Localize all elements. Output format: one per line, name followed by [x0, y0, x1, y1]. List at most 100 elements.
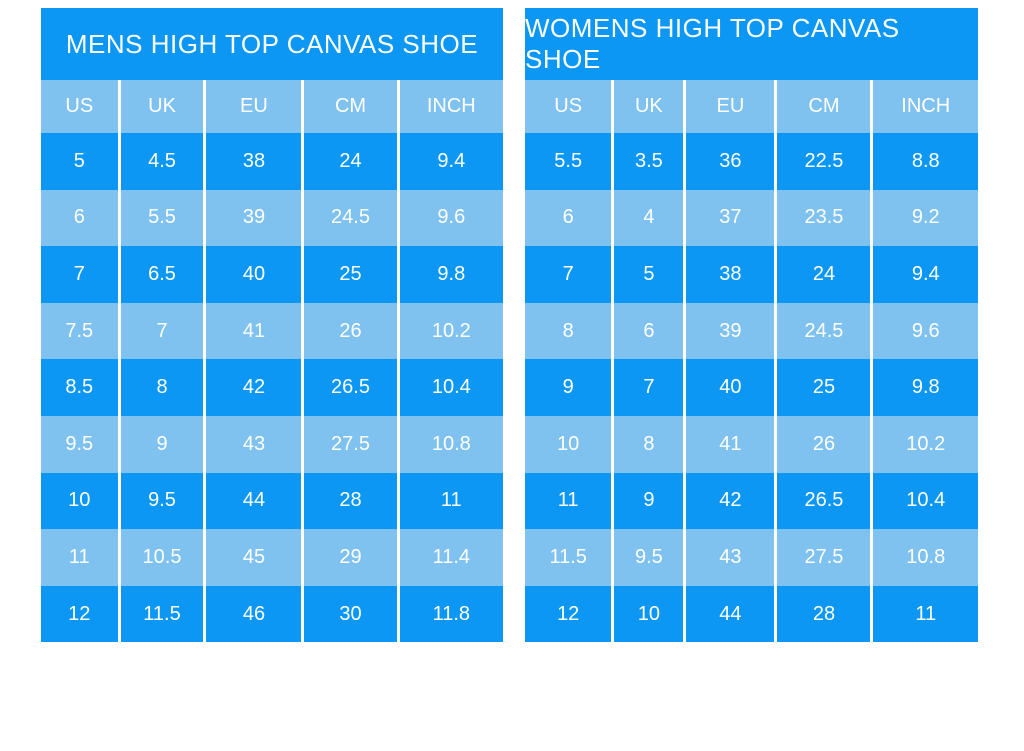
- size-cell: 6: [525, 189, 613, 247]
- size-cell: 39: [683, 302, 776, 360]
- size-cell: 11: [396, 472, 503, 530]
- table-row: 5.5 3.5 36 22.5 8.8: [525, 133, 978, 190]
- size-cell: 40: [683, 359, 776, 416]
- size-cell: 26: [301, 302, 399, 360]
- size-cell: 25: [774, 359, 872, 416]
- size-cell: 5.5: [525, 133, 613, 190]
- mens-size-grid: US UK EU CM INCH 5 4.5 38 24 9.4 6 5.5 39 24.5 9.6 7 6.…: [41, 80, 503, 643]
- column-header-us: US: [41, 80, 120, 133]
- column-header-inch: INCH: [870, 80, 978, 133]
- size-cell: 11: [41, 529, 120, 586]
- size-cell: 22.5: [774, 133, 872, 190]
- size-cell: 44: [203, 472, 303, 530]
- table-row: 12 11.5 46 30 11.8: [41, 585, 503, 643]
- column-header-uk: UK: [117, 80, 205, 133]
- size-cell: 29: [301, 529, 399, 586]
- size-cell: 9.2: [870, 189, 978, 247]
- size-cell: 6: [611, 302, 685, 360]
- size-cell: 25: [301, 246, 399, 303]
- column-header-eu: EU: [683, 80, 776, 133]
- size-cell: 10.5: [117, 529, 205, 586]
- mens-size-table: MENS HIGH TOP CANVAS SHOE US UK EU CM INCH 5…: [41, 8, 503, 643]
- size-cell: 38: [683, 246, 776, 303]
- size-cell: 10.2: [396, 302, 503, 360]
- size-cell: 4: [611, 189, 685, 247]
- table-row: 10 9.5 44 28 11: [41, 472, 503, 530]
- size-cell: 44: [683, 585, 776, 643]
- size-cell: 9: [611, 472, 685, 530]
- size-cell: 8: [117, 359, 205, 416]
- size-cell: 9.6: [396, 189, 503, 247]
- size-cell: 26.5: [301, 359, 399, 416]
- size-cell: 9.5: [41, 415, 120, 473]
- size-cell: 7: [117, 302, 205, 360]
- size-cell: 37: [683, 189, 776, 247]
- size-cell: 39: [203, 189, 303, 247]
- size-cell: 7: [41, 246, 120, 303]
- size-cell: 7.5: [41, 302, 120, 360]
- size-cell: 27.5: [301, 415, 399, 473]
- size-cell: 9: [117, 415, 205, 473]
- size-cell: 26: [774, 415, 872, 473]
- size-cell: 38: [203, 133, 303, 190]
- size-cell: 11.4: [396, 529, 503, 586]
- size-cell: 23.5: [774, 189, 872, 247]
- column-header-eu: EU: [203, 80, 303, 133]
- size-cell: 7: [611, 359, 685, 416]
- size-cell: 9.8: [870, 359, 978, 416]
- column-header-cm: CM: [774, 80, 872, 133]
- size-cell: 9.4: [396, 133, 503, 190]
- size-cell: 10.8: [396, 415, 503, 473]
- size-cell: 46: [203, 585, 303, 643]
- table-row: 10 8 41 26 10.2: [525, 415, 978, 473]
- size-cell: 5: [611, 246, 685, 303]
- size-cell: 9.5: [611, 529, 685, 586]
- size-cell: 40: [203, 246, 303, 303]
- size-cell: 11.8: [396, 585, 503, 643]
- size-cell: 11.5: [525, 529, 613, 586]
- size-cell: 27.5: [774, 529, 872, 586]
- size-cell: 9: [525, 359, 613, 416]
- mens-table-title: MENS HIGH TOP CANVAS SHOE: [41, 8, 503, 80]
- size-cell: 43: [203, 415, 303, 473]
- size-cell: 26.5: [774, 472, 872, 530]
- size-cell: 9.8: [396, 246, 503, 303]
- size-cell: 10.4: [870, 472, 978, 530]
- size-cell: 24: [774, 246, 872, 303]
- table-row: 7.5 7 41 26 10.2: [41, 302, 503, 360]
- column-header-us: US: [525, 80, 613, 133]
- size-cell: 9.4: [870, 246, 978, 303]
- size-cell: 4.5: [117, 133, 205, 190]
- size-cell: 6.5: [117, 246, 205, 303]
- size-cell: 10: [611, 585, 685, 643]
- size-cell: 28: [774, 585, 872, 643]
- size-cell: 28: [301, 472, 399, 530]
- size-cell: 8: [525, 302, 613, 360]
- table-row: 11.5 9.5 43 27.5 10.8: [525, 529, 978, 586]
- table-row: 7 6.5 40 25 9.8: [41, 246, 503, 303]
- size-cell: 10: [41, 472, 120, 530]
- table-row: 6 4 37 23.5 9.2: [525, 189, 978, 247]
- size-cell: 3.5: [611, 133, 685, 190]
- table-row: 8 6 39 24.5 9.6: [525, 302, 978, 360]
- mens-header-row: US UK EU CM INCH: [41, 80, 503, 133]
- womens-size-grid: US UK EU CM INCH 5.5 3.5 36 22.5 8.8 6 4 37 23.5 9.2 7…: [525, 80, 978, 643]
- size-cell: 42: [683, 472, 776, 530]
- size-cell: 11: [525, 472, 613, 530]
- table-row: 8.5 8 42 26.5 10.4: [41, 359, 503, 416]
- size-cell: 5.5: [117, 189, 205, 247]
- size-cell: 24: [301, 133, 399, 190]
- size-cell: 9.5: [117, 472, 205, 530]
- size-cell: 42: [203, 359, 303, 416]
- size-cell: 8: [611, 415, 685, 473]
- size-cell: 45: [203, 529, 303, 586]
- size-cell: 43: [683, 529, 776, 586]
- size-cell: 8.8: [870, 133, 978, 190]
- table-row: 9.5 9 43 27.5 10.8: [41, 415, 503, 473]
- size-cell: 10.8: [870, 529, 978, 586]
- size-cell: 24.5: [301, 189, 399, 247]
- size-cell: 6: [41, 189, 120, 247]
- table-row: 5 4.5 38 24 9.4: [41, 133, 503, 190]
- table-row: 7 5 38 24 9.4: [525, 246, 978, 303]
